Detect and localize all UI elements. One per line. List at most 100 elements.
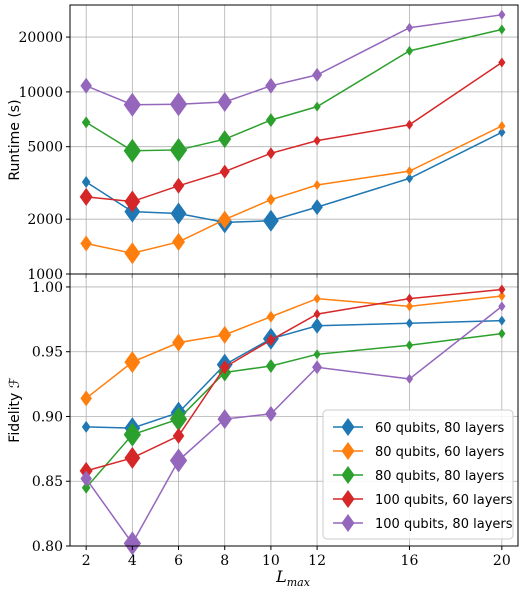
runtime-point (498, 120, 506, 131)
fidelity-xtick-label: 8 (220, 553, 229, 569)
fidelity-point (313, 309, 321, 320)
fidelity-point (498, 328, 506, 339)
runtime-point (266, 147, 276, 160)
runtime-series-1 (81, 127, 506, 234)
runtime-point (81, 116, 91, 129)
runtime-point (123, 138, 141, 163)
fidelity-xtick-label: 4 (128, 553, 137, 569)
runtime-point (169, 92, 188, 117)
fidelity-ytick-label: 1.00 (32, 280, 63, 296)
runtime-grid (70, 5, 518, 275)
fidelity-point (498, 301, 506, 312)
fidelity-point (172, 333, 186, 352)
fidelity-point (498, 291, 506, 302)
fidelity-point (123, 422, 141, 447)
legend-entry-5: 100 qubits, 80 layers (333, 514, 513, 532)
legend-entry-2: 80 qubits, 60 layers (333, 442, 504, 460)
fidelity-point (124, 351, 141, 374)
fidelity-point (312, 360, 323, 375)
runtime-point (124, 190, 141, 213)
runtime-point (405, 22, 414, 33)
runtime-point (266, 193, 276, 206)
runtime-point (498, 24, 506, 35)
runtime-point (265, 113, 276, 128)
fidelity-point (266, 334, 276, 347)
runtime-ytick-label: 2000 (27, 212, 63, 228)
runtime-point (80, 77, 92, 94)
runtime-series-line (85, 131, 503, 224)
fidelity-point (405, 318, 414, 329)
runtime-point (405, 119, 414, 130)
legend-label: 60 qubits, 80 layers (375, 421, 504, 436)
runtime-point (169, 137, 188, 162)
runtime-series-2 (80, 120, 506, 265)
fidelity-ytick-label: 0.80 (32, 539, 63, 555)
runtime-point (311, 199, 323, 216)
legend-label: 80 qubits, 80 layers (375, 469, 504, 484)
runtime-point (80, 235, 92, 252)
runtime-point (79, 187, 93, 206)
legend-entry-3: 80 qubits, 80 layers (333, 466, 504, 484)
runtime-point (172, 232, 186, 251)
runtime-ytick-label: 20000 (18, 30, 63, 46)
x-axis-title: Lmax (275, 567, 311, 589)
runtime-series-5 (80, 9, 506, 117)
legend-marker (341, 466, 355, 484)
fidelity-point (405, 301, 414, 312)
fidelity-series-5 (80, 301, 506, 556)
fidelity-point (217, 409, 232, 430)
x-axis-title-main: L (275, 567, 287, 586)
fidelity-xtick-label: 10 (262, 553, 280, 569)
axis-titles: Runtime (s) Fidelity ℱ Lmax (7, 99, 311, 589)
runtime-point (313, 180, 321, 191)
fidelity-ytick-label: 0.90 (32, 409, 63, 425)
runtime-point (123, 92, 141, 117)
fidelity-series-3 (81, 328, 506, 494)
fidelity-series-line (85, 305, 503, 545)
fidelity-point (81, 481, 91, 494)
legend-entry-4: 100 qubits, 60 layers (333, 490, 513, 508)
runtime-point (312, 67, 323, 82)
runtime-point (172, 177, 185, 194)
legend-marker (341, 490, 355, 508)
legend: 60 qubits, 80 layers 80 qubits, 60 layers… (322, 409, 514, 540)
runtime-point (124, 242, 141, 265)
fidelity-frame (69, 273, 519, 547)
runtime-frame (69, 4, 519, 275)
runtime-series-4 (79, 57, 506, 213)
fidelity-xtick-label: 2 (82, 553, 91, 569)
fidelity-point (169, 407, 188, 432)
fidelity-point (172, 427, 185, 444)
fidelity-point (124, 446, 141, 469)
legend-marker (341, 418, 355, 436)
fidelity-point (265, 358, 276, 373)
legend-entry-1: 60 qubits, 80 layers (333, 418, 504, 436)
runtime-panel: 1000 2000 5000 10000 20000 (18, 4, 519, 283)
fidelity-ytick-label: 0.95 (32, 345, 63, 361)
legend-label: 100 qubits, 80 layers (375, 517, 513, 532)
runtime-point (219, 164, 230, 179)
fidelity-point (313, 293, 321, 304)
fidelity-series-line (85, 332, 502, 489)
legend-marker (341, 514, 355, 532)
runtime-point (262, 209, 279, 232)
runtime-ytick-label: 5000 (27, 140, 63, 156)
runtime-point (170, 202, 187, 225)
fidelity-point (405, 340, 414, 351)
fidelity-xtick-label: 16 (401, 553, 419, 569)
runtime-point (405, 45, 414, 56)
fidelity-point (219, 360, 230, 375)
runtime-series-line (85, 14, 502, 106)
fidelity-xtick-label: 6 (174, 553, 183, 569)
runtime-point (498, 127, 506, 138)
runtime-point (498, 57, 506, 68)
fidelity-panel: 0.80 0.85 0.90 0.95 1.00 2 4 6 8 10 12 16 20 (32, 273, 519, 569)
fidelity-xtick-label: 12 (308, 553, 326, 569)
fidelity-point (405, 293, 414, 304)
fidelity-point (80, 470, 92, 487)
fidelity-point (498, 315, 506, 326)
fidelity-ytick-label: 0.85 (32, 474, 63, 490)
runtime-series-3 (81, 24, 506, 163)
fidelity-point (169, 448, 188, 473)
